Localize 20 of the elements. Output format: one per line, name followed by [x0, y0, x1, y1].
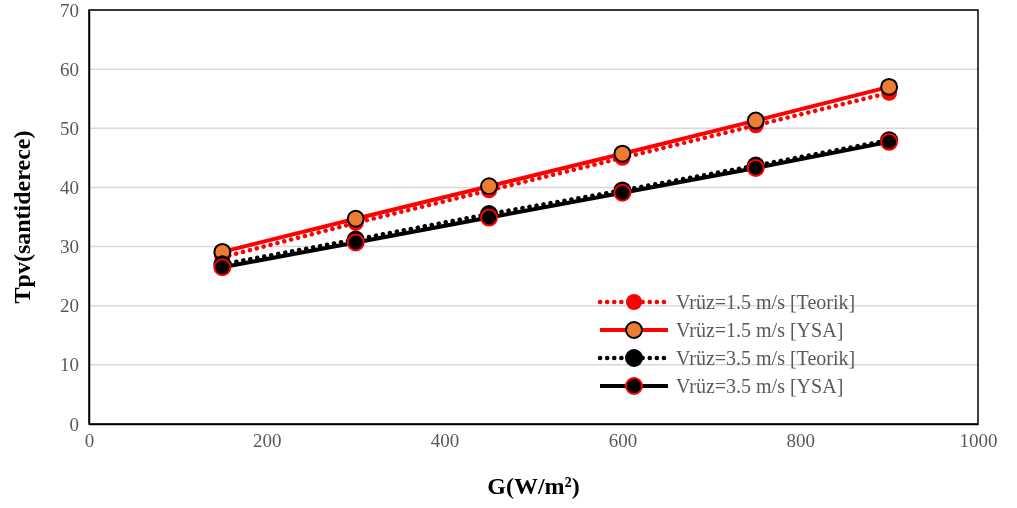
- legend-label: Vrüz=1.5 m/s [Teorik]: [676, 291, 856, 313]
- x-tick-label: 800: [786, 430, 815, 452]
- y-tick-label: 30: [60, 236, 79, 258]
- y-axis-title: Tpv(santiderece): [9, 130, 35, 304]
- legend-label: Vrüz=1.5 m/s [YSA]: [676, 319, 844, 341]
- y-tick-label: 10: [60, 354, 79, 376]
- y-tick-label: 50: [60, 117, 79, 139]
- y-tick-label: 20: [60, 295, 79, 317]
- x-axis-title: G(W/m²): [487, 473, 580, 499]
- y-tick-label: 40: [60, 177, 79, 199]
- y-tick-label: 0: [69, 413, 79, 435]
- x-tick-label: 200: [253, 430, 282, 452]
- x-tick-label: 1000: [959, 430, 998, 452]
- y-tick-label: 60: [60, 58, 79, 80]
- x-tick-label: 400: [430, 430, 460, 452]
- legend-label: Vrüz=3.5 m/s [Teorik]: [676, 347, 856, 369]
- y-tick-label: 70: [60, 0, 79, 21]
- legend-label: Vrüz=3.5 m/s [YSA]: [676, 375, 844, 397]
- x-tick-label: 600: [608, 430, 638, 452]
- x-tick-label: 0: [84, 430, 95, 452]
